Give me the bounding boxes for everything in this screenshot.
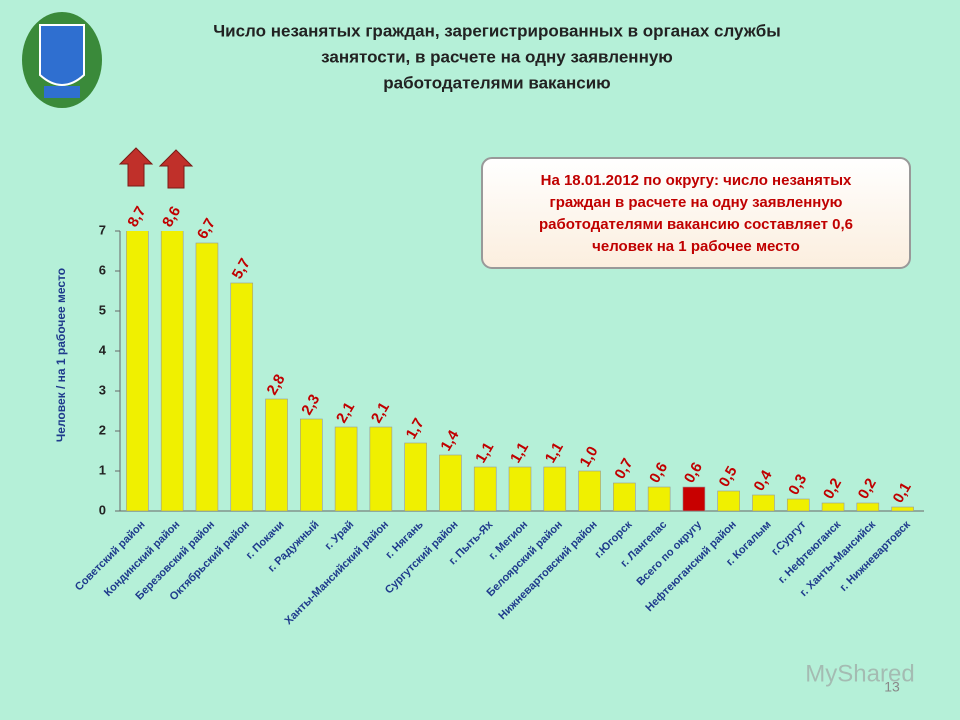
bar bbox=[786, 498, 810, 511]
bar bbox=[543, 466, 567, 511]
bar bbox=[439, 454, 462, 511]
annotation-text: На 18.01.2012 по округу: число незанятых bbox=[541, 172, 852, 189]
bar bbox=[404, 442, 427, 511]
bar bbox=[265, 398, 288, 511]
y-tick-label: 6 bbox=[99, 262, 106, 277]
bar bbox=[195, 242, 219, 511]
bar bbox=[752, 494, 775, 511]
plot-area bbox=[126, 231, 914, 511]
y-tick-label: 2 bbox=[99, 422, 106, 437]
bar bbox=[473, 466, 497, 511]
bar bbox=[230, 282, 254, 511]
bar bbox=[717, 490, 740, 511]
chart-title: работодателями вакансию bbox=[383, 73, 610, 92]
bar bbox=[613, 482, 636, 511]
bar bbox=[126, 231, 149, 511]
chart-title: Число незанятых граждан, зарегистрирован… bbox=[213, 21, 781, 40]
bar bbox=[578, 470, 601, 511]
y-tick-label: 3 bbox=[99, 382, 106, 397]
up-arrows bbox=[118, 147, 194, 189]
annotation-box: На 18.01.2012 по округу: число незанятых… bbox=[481, 157, 911, 269]
bar bbox=[160, 231, 184, 511]
bar bbox=[821, 502, 845, 511]
y-tick-label: 1 bbox=[99, 462, 106, 477]
watermark: MyShared bbox=[805, 660, 914, 687]
annotation-text: граждан в расчете на одну заявленную bbox=[550, 194, 843, 211]
chart-title: занятости, в расчете на одну заявленную bbox=[321, 47, 673, 66]
bar bbox=[682, 486, 706, 511]
bar bbox=[891, 506, 914, 511]
logo bbox=[22, 12, 102, 108]
bar bbox=[334, 426, 358, 511]
y-axis-label: Человек / на 1 рабочее место bbox=[54, 268, 68, 442]
page-number: 13 bbox=[884, 679, 900, 695]
annotation-text: человек на 1 рабочее место bbox=[592, 238, 800, 255]
bar bbox=[508, 466, 532, 511]
y-tick-label: 0 bbox=[99, 502, 106, 517]
bar bbox=[647, 486, 671, 511]
bar bbox=[369, 426, 393, 511]
y-tick-label: 5 bbox=[99, 302, 106, 317]
y-tick-label: 4 bbox=[99, 342, 107, 357]
bar bbox=[856, 502, 880, 511]
bar bbox=[300, 418, 323, 511]
y-tick-label: 7 bbox=[99, 222, 106, 237]
annotation-text: работодателями вакансию составляет 0,6 bbox=[539, 216, 853, 233]
